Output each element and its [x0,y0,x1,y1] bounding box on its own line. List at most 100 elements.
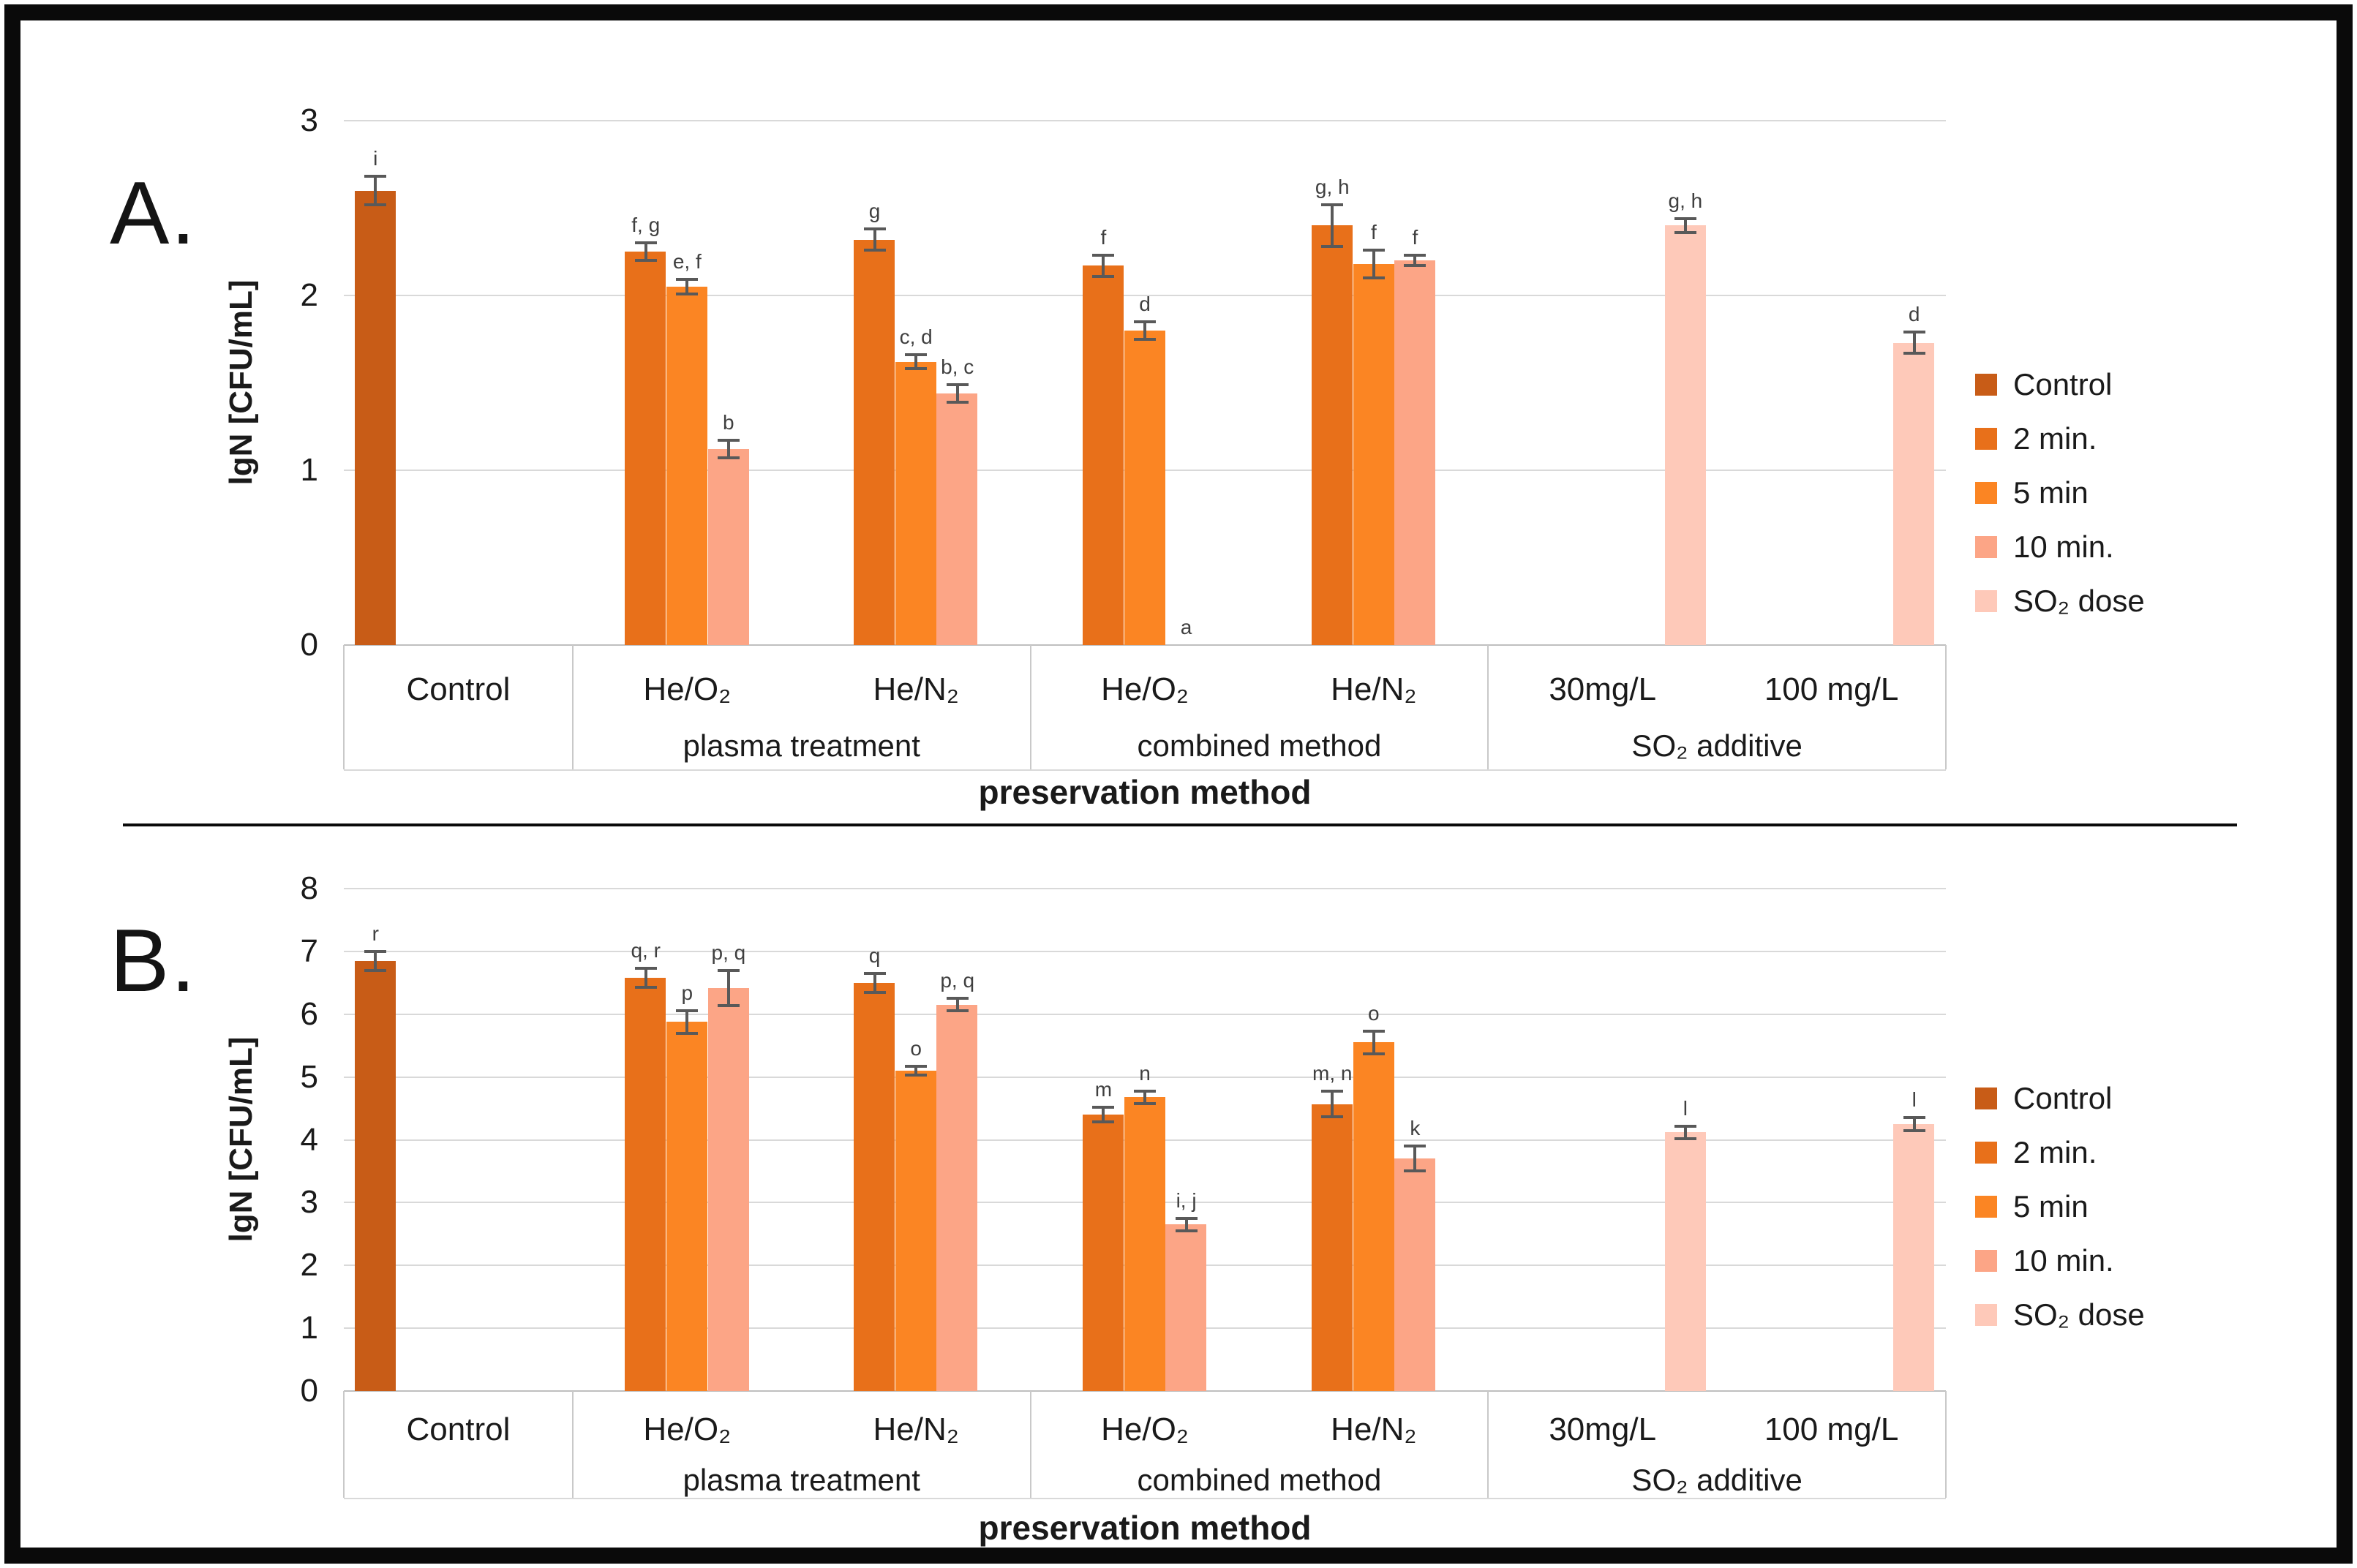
panel-a-label: A. [110,163,198,263]
error-bar-cap-bottom [717,1003,740,1007]
error-bar [914,355,918,369]
category-band-separator [343,1391,345,1498]
y-tick-label: 3 [300,102,318,138]
error-bar-cap-bottom [1903,1128,1925,1132]
bar-letter: g, h [1315,175,1350,198]
legend-swatch [1975,536,1997,558]
error-bar-cap-bottom [717,456,740,460]
bar-letter: m, n [1312,1062,1353,1085]
y-tick-label: 1 [300,452,318,488]
error-bar-cap-top [1404,254,1426,257]
error-bar-cap-bottom [1175,1229,1198,1233]
bar [895,361,936,645]
category-label: Control [406,671,511,707]
bar-letter: i, j [1176,1188,1197,1212]
legend-label: Control [2013,367,2113,402]
category-label: He/N₂ [1331,1411,1417,1447]
category-label: He/N₂ [1331,671,1417,707]
bar-letter: g, h [1668,189,1703,212]
y-tick-label: 2 [300,277,318,313]
bar [1124,1097,1165,1391]
error-bar [955,998,959,1011]
error-bar-cap-bottom [946,1009,969,1013]
gridline [344,1013,1946,1015]
legend-item: SO₂ dose [1975,584,2145,619]
error-bar [1331,204,1334,247]
zone-label: plasma treatment [683,728,920,763]
legend-label: 10 min. [2013,529,2114,564]
legend-item: 2 min. [1975,421,2097,456]
category-label: He/N₂ [873,1411,959,1447]
bar-letter: m [1094,1077,1113,1101]
bar-letter: c, d [899,325,933,349]
error-bar [955,384,959,402]
category-label: He/O₂ [1101,671,1189,707]
legend-swatch [1975,1250,1997,1272]
error-bar-cap-bottom [1404,1169,1426,1173]
error-bar [1413,255,1417,266]
bar-letter: f [1100,226,1107,249]
zone-label: SO₂ additive [1631,728,1802,763]
y-tick-label: 3 [300,1184,318,1221]
bar-letter: g [868,200,881,223]
bar-letter: o [1368,1001,1380,1025]
y-tick-label: 5 [300,1058,318,1095]
bar-letter: q, r [631,939,661,962]
error-bar [726,440,730,459]
legend-swatch [1975,428,1997,450]
error-bar-cap-top [717,968,740,972]
bar-letter: b [723,411,734,434]
y-tick-label: 2 [300,1247,318,1284]
error-bar-cap-top [863,227,886,231]
y-tick-label: 4 [300,1121,318,1158]
bar-letter: l [1683,1096,1688,1120]
legend-swatch [1975,1142,1997,1164]
legend-label: 2 min. [2013,1135,2097,1169]
error-bar-cap-bottom [1903,351,1925,355]
error-bar [726,970,730,1006]
bar [936,393,978,645]
legend-item: 2 min. [1975,1135,2097,1170]
panel-divider-line [123,823,2237,826]
bar-letter: l [1911,1088,1917,1112]
error-bar [685,279,689,294]
error-bar [1372,1030,1375,1054]
legend-item: Control [1975,367,2112,402]
error-bar [1683,1126,1687,1139]
error-bar [1102,255,1105,276]
error-bar-cap-bottom [1092,1120,1115,1124]
error-bar-cap-top [1404,1145,1426,1148]
category-label: 100 mg/L [1764,671,1899,707]
bar [1124,330,1165,645]
error-bar-cap-top [1134,1089,1156,1093]
zone-label: combined method [1137,728,1382,763]
legend-item: 10 min. [1975,1243,2114,1278]
bar [625,977,666,1391]
error-bar-cap-top [1674,1124,1696,1128]
chart-b-x-axis-title: preservation method [978,1509,1312,1547]
y-tick-label: 1 [300,1310,318,1346]
error-bar-cap-bottom [1404,264,1426,268]
error-bar-cap-top [1134,320,1156,323]
category-label: Control [406,1411,511,1447]
error-bar-cap-bottom [905,1074,928,1077]
error-bar [1912,332,1916,353]
error-bar-cap-bottom [634,985,657,989]
error-bar-cap-bottom [863,990,886,994]
bar-letter: f [1412,226,1418,249]
bar-letter: a [1180,616,1192,638]
bar [1165,1224,1207,1391]
error-bar [1413,1146,1417,1172]
bar [1664,1132,1706,1391]
bar [1394,1158,1436,1391]
error-bar-cap-bottom [364,968,387,972]
bar-letter: k [1410,1117,1421,1140]
error-bar-cap-top [1903,331,1925,334]
error-bar-cap-top [676,278,699,282]
bar-letter: e, f [672,250,702,274]
bar-letter: b, c [941,355,974,378]
legend-label: 10 min. [2013,1243,2114,1278]
category-label: He/O₂ [643,1411,732,1447]
